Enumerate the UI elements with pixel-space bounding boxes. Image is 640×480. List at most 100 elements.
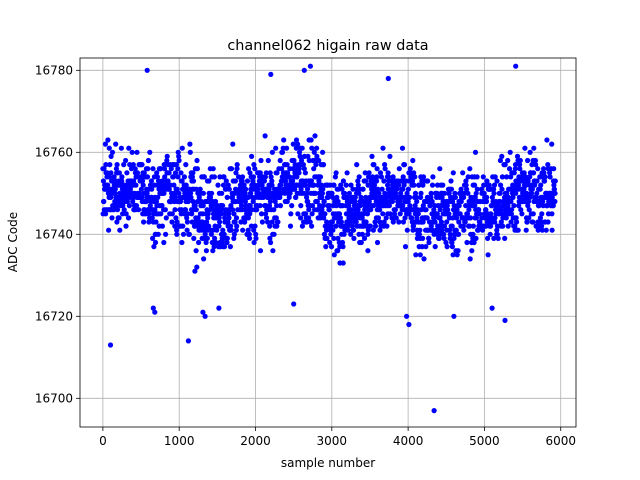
data-point (112, 198, 118, 205)
data-point (378, 174, 384, 180)
data-point (226, 211, 232, 217)
data-point (484, 219, 490, 225)
data-point (353, 219, 359, 225)
data-point (379, 186, 385, 192)
data-point (200, 190, 206, 196)
data-point (345, 223, 351, 229)
data-point (467, 166, 473, 172)
data-point (427, 219, 433, 225)
data-point (268, 71, 274, 77)
data-point (549, 141, 555, 147)
data-point (247, 211, 253, 217)
data-point (101, 166, 107, 172)
data-point (374, 174, 380, 180)
data-point (510, 186, 516, 192)
data-point (293, 194, 299, 200)
data-point (402, 244, 409, 250)
data-point (472, 182, 478, 188)
data-point (498, 207, 505, 213)
data-point (187, 149, 193, 155)
data-point (180, 223, 186, 229)
data-point (196, 239, 202, 246)
data-point (472, 194, 478, 200)
data-point (320, 149, 326, 155)
data-point (224, 235, 230, 241)
data-point (173, 162, 179, 168)
data-point (213, 239, 219, 246)
data-point (363, 219, 369, 225)
data-point (551, 186, 558, 192)
data-point (221, 244, 228, 250)
data-point (364, 211, 371, 217)
data-point (102, 141, 108, 147)
data-point (141, 170, 147, 176)
data-point (460, 170, 466, 176)
data-point (414, 198, 420, 205)
data-point (224, 194, 230, 200)
data-point (492, 174, 498, 180)
data-point (516, 203, 522, 209)
data-point (166, 186, 172, 192)
data-point (440, 182, 446, 188)
data-point (525, 157, 531, 164)
data-point (150, 166, 156, 172)
data-point (113, 166, 119, 172)
data-point (183, 182, 189, 188)
data-point (331, 252, 337, 258)
data-point (225, 219, 231, 225)
data-point (365, 248, 371, 254)
data-point (324, 219, 330, 225)
data-point (537, 215, 544, 221)
data-point (407, 194, 413, 200)
data-point (372, 219, 378, 225)
data-point (386, 203, 392, 209)
data-point (451, 235, 457, 241)
data-point (541, 166, 547, 172)
data-point (253, 235, 259, 241)
data-point (511, 170, 517, 176)
data-point (174, 231, 180, 237)
data-point (489, 305, 495, 311)
data-point (194, 157, 200, 164)
data-point (311, 182, 317, 188)
data-point (329, 219, 335, 225)
data-point (252, 223, 258, 229)
data-point (392, 207, 398, 213)
data-point (291, 157, 297, 164)
data-point (351, 235, 357, 241)
data-point (318, 211, 324, 217)
data-point (504, 174, 510, 180)
data-point (267, 223, 273, 229)
data-point (409, 178, 416, 184)
data-point (412, 174, 418, 180)
data-point (376, 190, 382, 196)
data-point (482, 215, 488, 221)
data-point (331, 182, 337, 188)
data-point (551, 166, 557, 172)
data-point (539, 211, 545, 217)
data-point (431, 207, 437, 213)
data-point (287, 174, 293, 180)
data-point (389, 198, 395, 205)
data-point (326, 203, 332, 209)
data-point (250, 178, 256, 184)
data-point (458, 198, 464, 205)
data-point (215, 182, 221, 188)
data-point (413, 252, 419, 258)
data-point (515, 227, 521, 233)
data-point (362, 170, 368, 176)
data-point (161, 162, 167, 168)
data-point (547, 170, 553, 176)
data-point (226, 215, 232, 221)
data-point (426, 235, 432, 241)
data-point (176, 153, 182, 159)
data-point (273, 145, 279, 151)
data-point (372, 223, 379, 229)
data-point (234, 223, 240, 229)
data-point (327, 239, 333, 246)
data-point (298, 203, 304, 209)
data-point (243, 186, 249, 192)
data-point (347, 219, 353, 225)
data-point (129, 149, 135, 155)
